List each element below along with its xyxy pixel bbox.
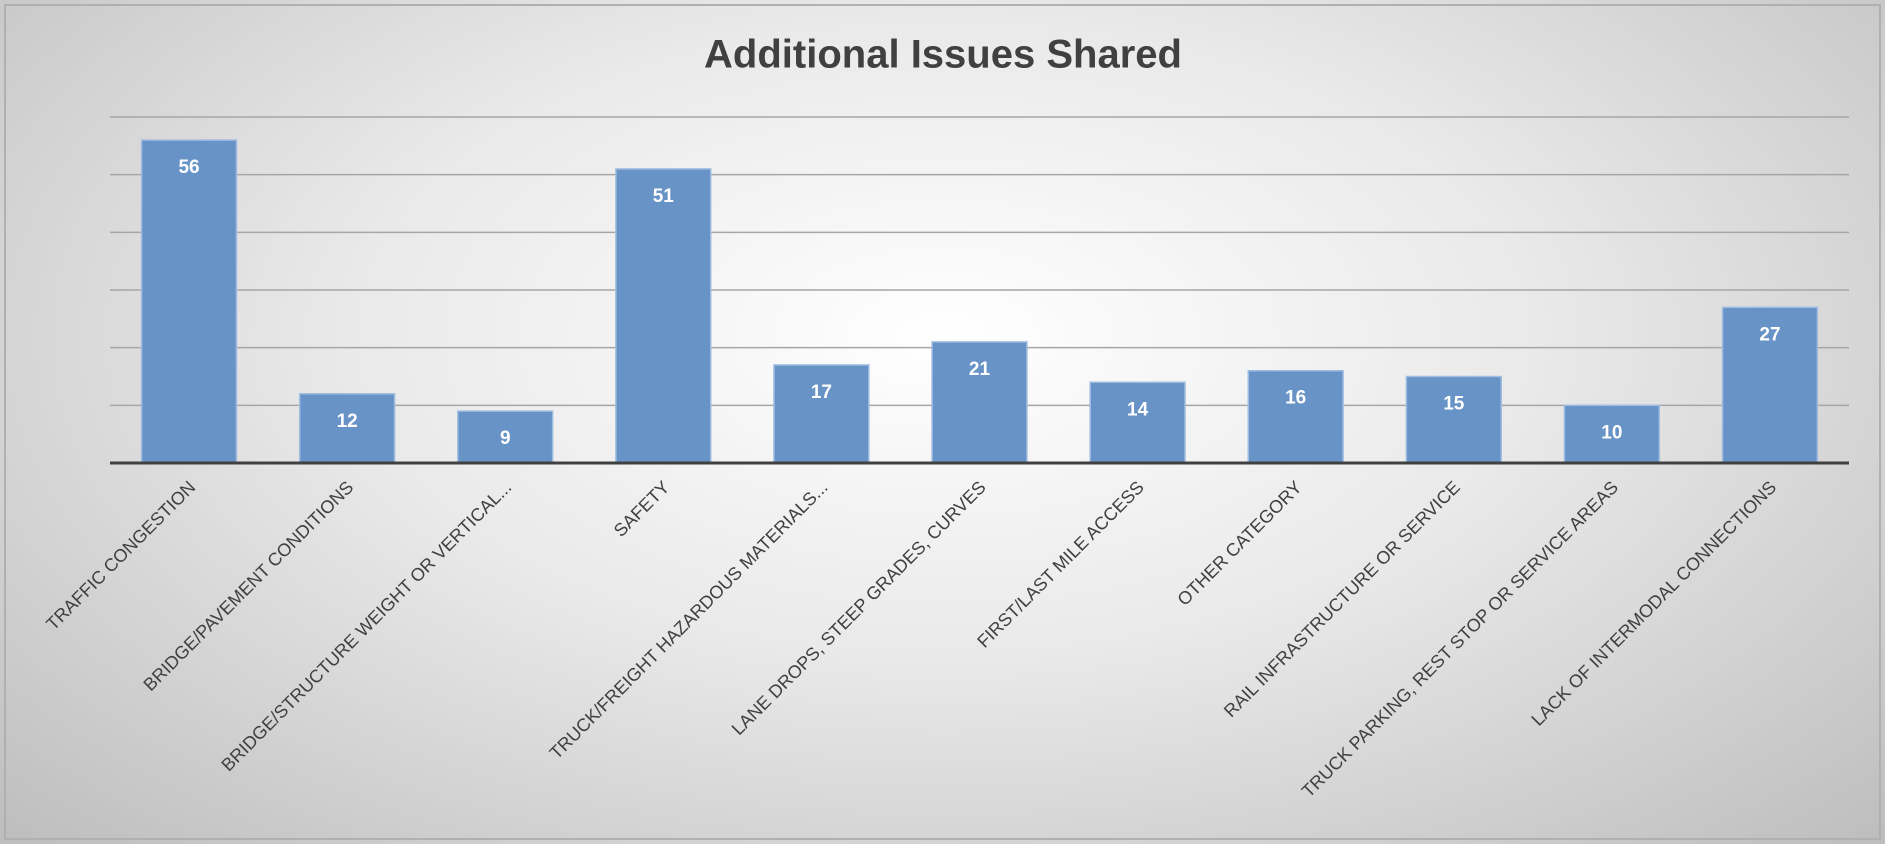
- data-label: 51: [653, 186, 675, 207]
- x-tick-label: FIRST/LAST MILE ACCESS: [973, 477, 1147, 651]
- x-tick-label: TRUCK PARKING, REST STOP OR SERVICE AREA…: [1298, 477, 1622, 801]
- data-label: 10: [1601, 422, 1622, 443]
- bar: [615, 168, 712, 464]
- bar: [1089, 381, 1186, 464]
- bar: [1721, 306, 1819, 464]
- bar: [298, 393, 396, 464]
- data-label: 9: [500, 428, 511, 449]
- x-tick-label: SAFETY: [610, 477, 674, 541]
- x-tick-label: LACK OF INTERMODAL CONNECTIONS: [1527, 477, 1780, 730]
- bar: [1405, 375, 1502, 464]
- data-label: 17: [811, 382, 832, 403]
- x-tick-label: TRAFFIC CONGESTION: [42, 477, 199, 634]
- data-label: 16: [1285, 388, 1306, 409]
- data-label: 56: [178, 157, 199, 178]
- data-label: 12: [337, 411, 358, 432]
- x-tick-label: LANE DROPS, STEEP GRADES, CURVES: [728, 477, 990, 739]
- x-tick-label: OTHER CATEGORY: [1173, 477, 1305, 609]
- bar: [140, 139, 238, 464]
- data-label: 21: [969, 359, 991, 380]
- data-label: 14: [1127, 399, 1149, 420]
- bar: [931, 341, 1028, 464]
- chart-border: [4, 4, 1881, 840]
- x-tick-label: TRUCK/FREIGHT HAZARDOUS MATERIALS...: [546, 477, 832, 763]
- x-tick-label: BRIDGE/STRUCTURE WEIGHT OR VERTICAL...: [217, 477, 515, 775]
- data-label: 27: [1759, 324, 1780, 345]
- chart-title: Additional Issues Shared: [704, 33, 1182, 77]
- bar: [773, 364, 870, 464]
- bar: [1247, 369, 1344, 464]
- bar: [457, 410, 554, 464]
- data-label: 15: [1443, 394, 1465, 415]
